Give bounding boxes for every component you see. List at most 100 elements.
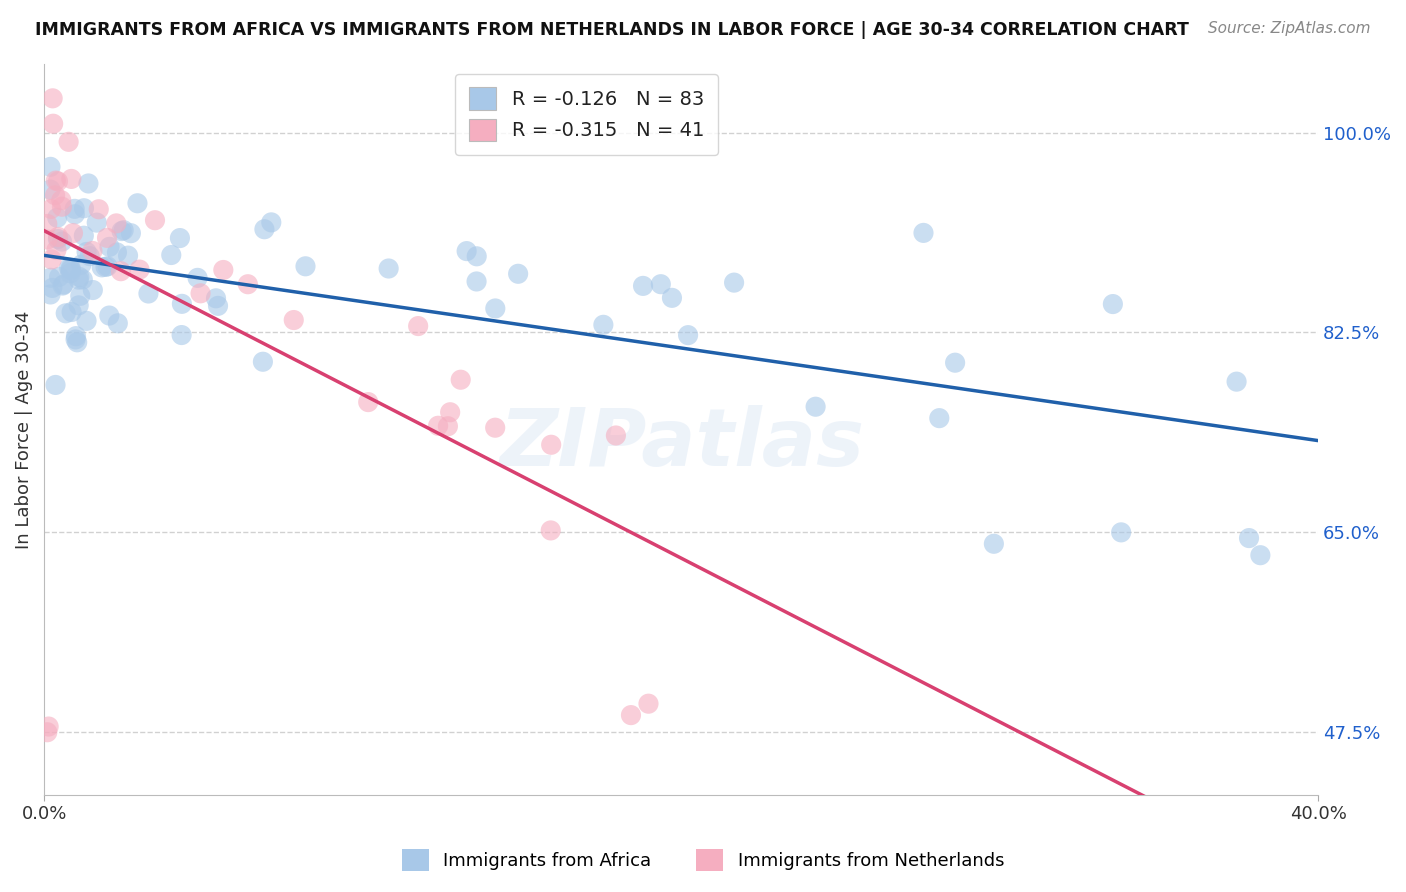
Point (484, 420, 506, 434)
Point (52, 278, 75, 293)
Point (59, 262, 82, 277)
Point (294, 260, 316, 274)
Point (73, 201, 96, 215)
Point (65, 333, 87, 347)
Point (66, 335, 89, 350)
Point (70, 258, 93, 272)
Point (52, 277, 75, 292)
Point (637, 697, 659, 711)
Point (51, 235, 73, 249)
Point (437, 419, 460, 434)
Point (205, 291, 228, 305)
Point (465, 275, 488, 289)
Point (59, 261, 82, 276)
Point (128, 262, 150, 277)
Point (69, 289, 91, 303)
Point (105, 216, 128, 230)
Point (107, 316, 129, 330)
Point (72, 272, 94, 286)
Point (82, 283, 104, 297)
Point (110, 224, 132, 238)
Point (63, 202, 86, 216)
Point (661, 291, 683, 305)
Point (51, 193, 73, 207)
Point (79, 249, 101, 263)
Point (46, 211, 69, 225)
Point (650, 277, 672, 292)
Point (127, 196, 149, 211)
Point (77, 177, 100, 191)
Point (55, 306, 77, 320)
Point (63, 207, 86, 221)
Point (42, 117, 65, 131)
Point (190, 286, 212, 301)
Point (45, 243, 67, 257)
Point (983, 537, 1005, 551)
Point (48, 269, 70, 284)
Point (804, 400, 827, 414)
Point (39, 183, 62, 197)
Point (41, 281, 63, 295)
Point (44, 188, 66, 202)
Point (912, 226, 935, 240)
Point (540, 524, 562, 538)
Point (120, 226, 142, 240)
Point (51, 200, 73, 214)
Y-axis label: In Labor Force | Age 30-34: In Labor Force | Age 30-34 (15, 310, 32, 549)
Point (105, 245, 128, 260)
Point (41, 252, 63, 267)
Point (631, 279, 654, 293)
Point (592, 318, 614, 332)
Legend: Immigrants from Africa, Immigrants from Netherlands: Immigrants from Africa, Immigrants from … (394, 842, 1012, 879)
Point (439, 405, 461, 419)
Point (46, 174, 69, 188)
Point (143, 213, 166, 227)
Point (450, 373, 472, 387)
Point (76, 314, 98, 328)
Point (170, 297, 193, 311)
Point (928, 411, 950, 425)
Text: ZIPatlas: ZIPatlas (499, 405, 863, 483)
Point (283, 313, 305, 327)
Point (620, 708, 643, 723)
Point (96, 231, 118, 245)
Point (44, 378, 66, 392)
Point (1109, 525, 1132, 540)
Point (540, 438, 562, 452)
Text: IMMIGRANTS FROM AFRICA VS IMMIGRANTS FROM NETHERLANDS IN LABOR FORCE | AGE 30-34: IMMIGRANTS FROM AFRICA VS IMMIGRANTS FRO… (35, 21, 1189, 38)
Point (169, 231, 191, 245)
Point (1226, 375, 1249, 389)
Point (1102, 297, 1125, 311)
Point (110, 264, 132, 278)
Point (39, 202, 62, 216)
Point (117, 249, 139, 263)
Point (943, 356, 966, 370)
Point (58, 135, 80, 149)
Point (76, 244, 98, 259)
Point (96, 260, 118, 274)
Point (90, 260, 112, 275)
Point (508, 267, 530, 281)
Point (38, 719, 60, 733)
Legend: R = -0.126   N = 83, R = -0.315   N = 41: R = -0.126 N = 83, R = -0.315 N = 41 (456, 74, 717, 154)
Point (207, 299, 229, 313)
Point (58, 260, 80, 275)
Point (46, 232, 69, 246)
Point (67, 298, 90, 312)
Point (1237, 531, 1260, 545)
Point (39, 287, 62, 301)
Point (253, 222, 276, 236)
Point (484, 301, 506, 316)
Point (37, 217, 59, 231)
Point (160, 248, 183, 262)
Point (138, 286, 160, 301)
Point (427, 418, 450, 433)
Point (98, 309, 121, 323)
Text: Source: ZipAtlas.com: Source: ZipAtlas.com (1208, 21, 1371, 36)
Point (98, 240, 121, 254)
Point (67, 269, 90, 284)
Point (465, 249, 488, 263)
Point (676, 328, 699, 343)
Point (37, 233, 59, 247)
Point (605, 428, 627, 442)
